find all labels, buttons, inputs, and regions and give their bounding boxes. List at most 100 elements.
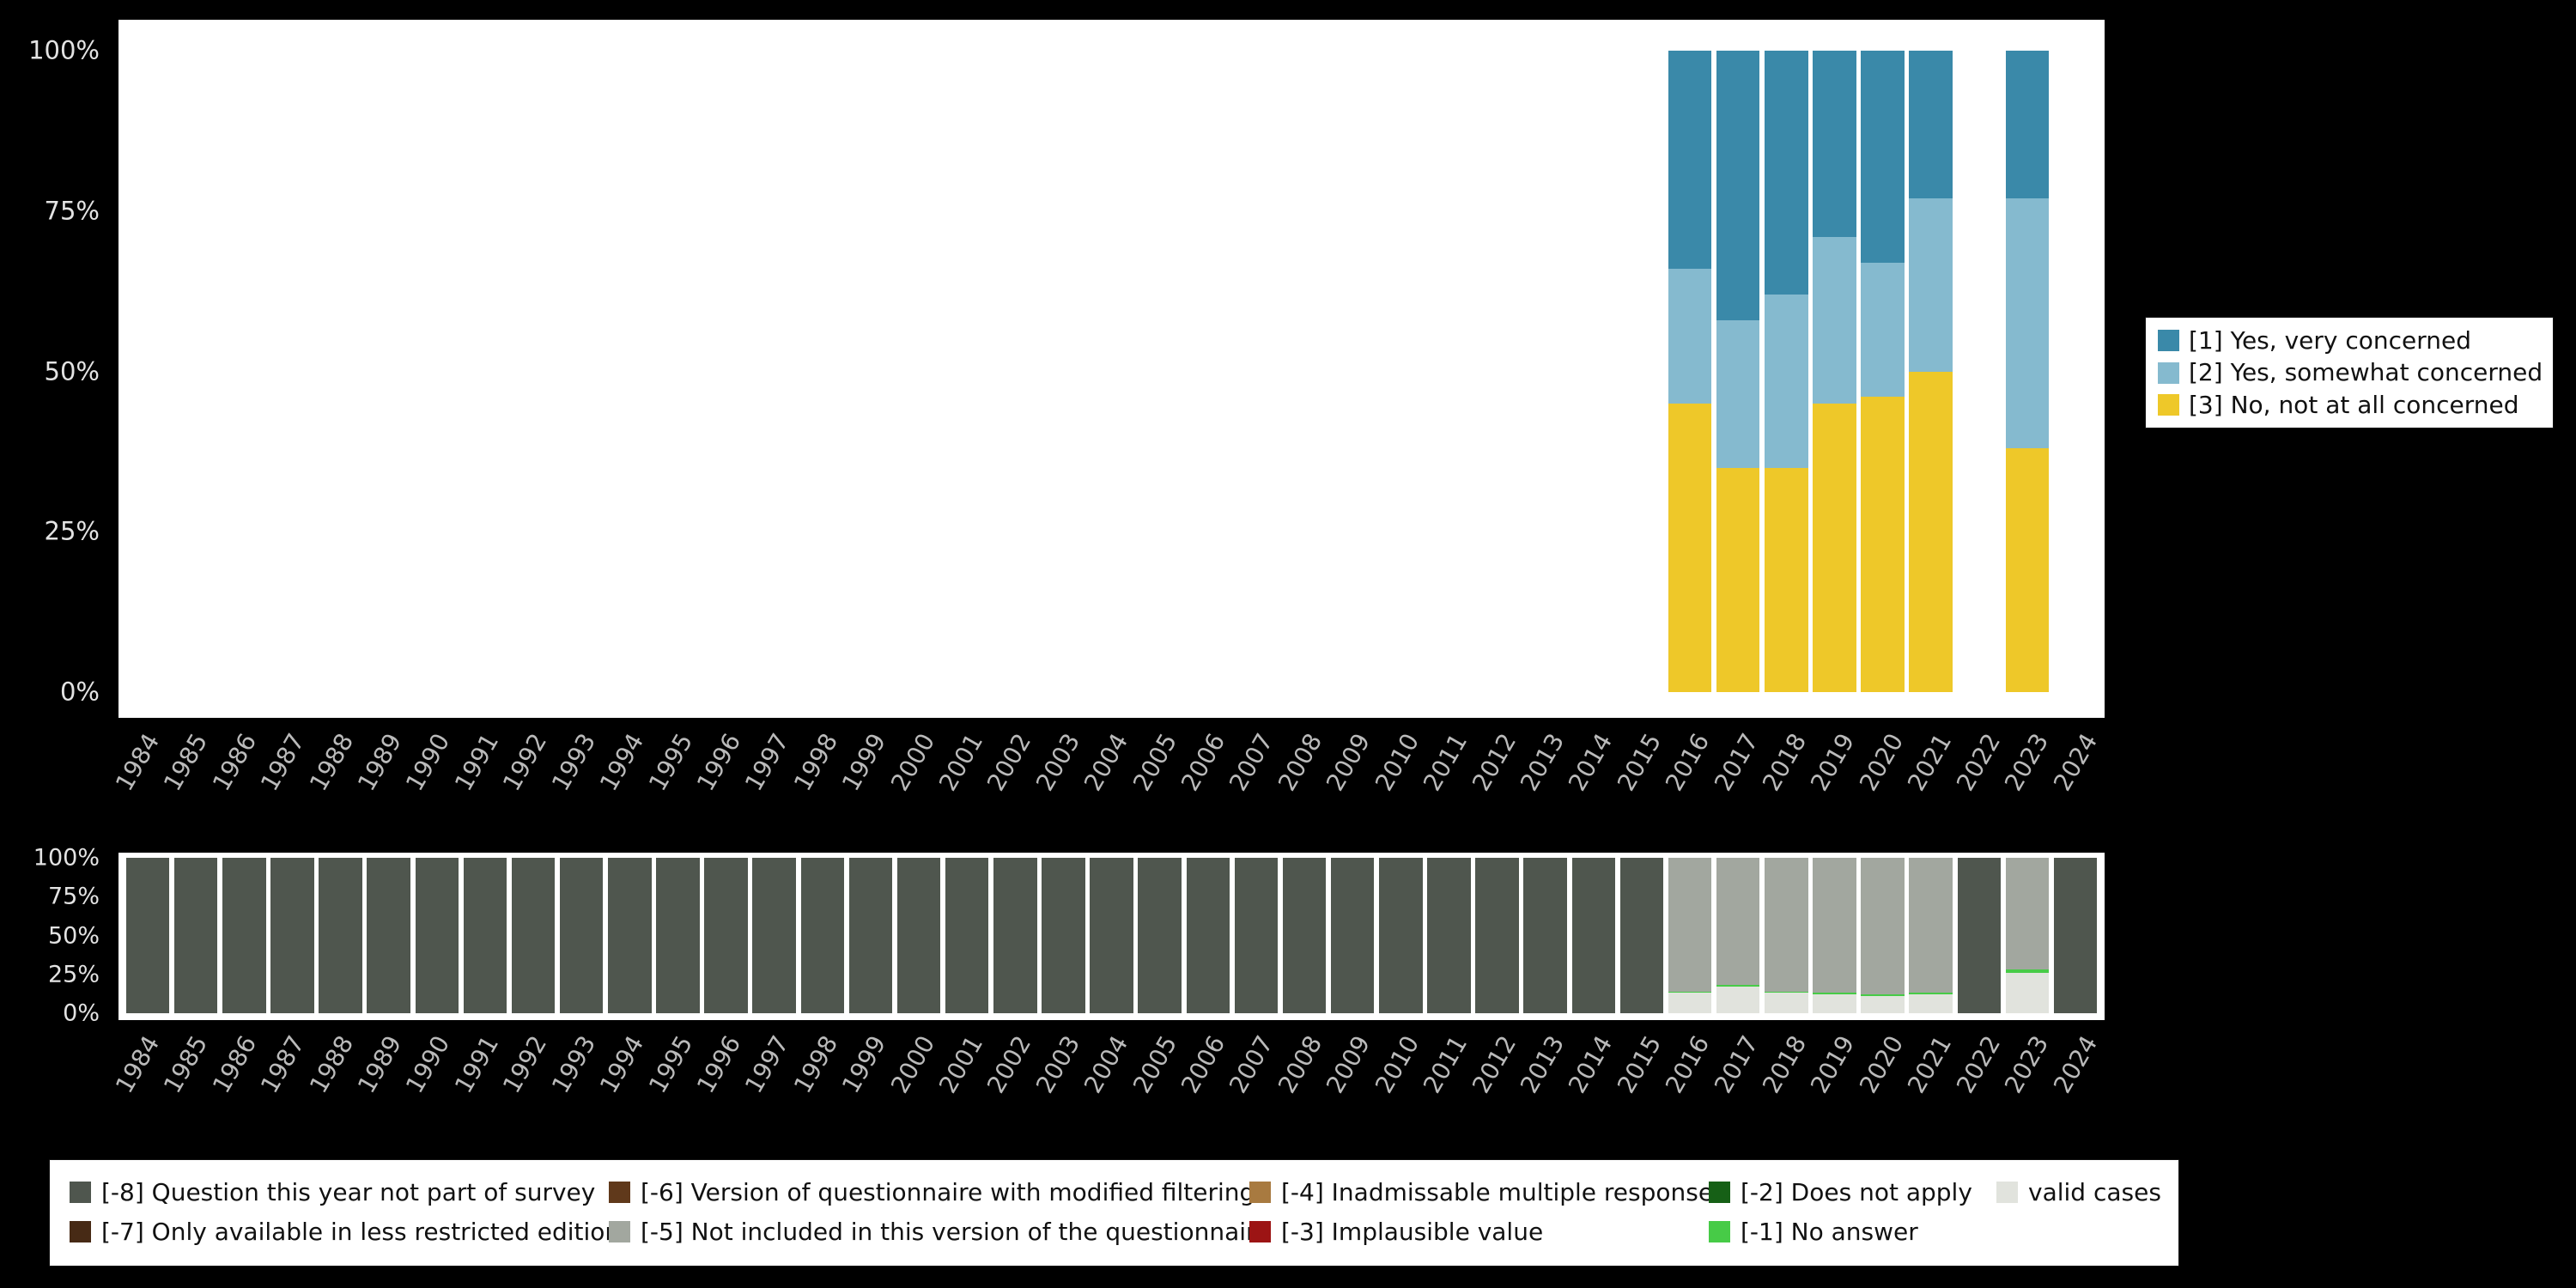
bar-slot-2011	[1425, 858, 1473, 1013]
bar-segment	[1765, 51, 1808, 295]
bar-slot-2012	[1473, 51, 1522, 692]
bar-slot-1994	[605, 858, 653, 1013]
stacked-bar-2017	[1716, 858, 1760, 1013]
bar-slot-2007	[1232, 51, 1280, 692]
bar-slot-2015	[1618, 858, 1666, 1013]
bar-slot-1986	[220, 51, 268, 692]
bar-slot-1989	[365, 51, 413, 692]
bar-slot-2010	[1376, 51, 1425, 692]
bar-slot-1999	[847, 51, 895, 692]
bar-slot-2007	[1232, 858, 1280, 1013]
x-tick-label: 2006	[1176, 1030, 1231, 1098]
x-tick-label: 2022	[1950, 1030, 2006, 1098]
x-tick-label: 1987	[255, 728, 311, 796]
stacked-bar-2010	[1379, 51, 1423, 692]
stacked-bar-1990	[415, 858, 459, 1013]
y-tick-label: 100%	[33, 844, 100, 872]
x-tick-label: 1988	[303, 1030, 359, 1098]
bar-slot-2010	[1376, 858, 1425, 1013]
bar-slot-1987	[268, 858, 316, 1013]
x-tick-label: 1997	[739, 728, 795, 796]
bar-segment	[608, 858, 652, 1013]
stacked-bar-2019	[1813, 858, 1856, 1013]
top-chart-bars	[124, 51, 2099, 692]
bar-slot-2005	[1136, 51, 1184, 692]
bar-slot-2013	[1522, 858, 1570, 1013]
bar-slot-2017	[1714, 858, 1762, 1013]
legend-item: [-6] Version of questionnaire with modif…	[609, 1179, 1255, 1205]
x-tick-label: 2003	[1030, 728, 1086, 796]
legend-swatch	[1249, 1221, 1271, 1243]
missing-values-legend: [-8] Question this year not part of surv…	[49, 1159, 2179, 1267]
bar-segment	[1668, 993, 1712, 1013]
bar-segment	[704, 858, 748, 1013]
legend-item: [-8] Question this year not part of surv…	[70, 1179, 609, 1205]
bar-slot-2014	[1570, 858, 1618, 1013]
x-tick-label: 2014	[1563, 728, 1619, 796]
x-tick-label: 2020	[1853, 728, 1910, 796]
bar-slot-1984	[124, 51, 172, 692]
bar-segment	[125, 858, 170, 1013]
x-tick-label: 2008	[1272, 728, 1328, 796]
legend-label: [-5] Not included in this version of the…	[641, 1217, 1271, 1246]
stacked-bar-1990	[416, 51, 459, 692]
bar-segment	[1379, 858, 1423, 1013]
stacked-bar-1997	[752, 858, 796, 1013]
legend-swatch	[2158, 330, 2179, 352]
stacked-bar-1999	[849, 51, 893, 692]
stacked-bar-1984	[125, 858, 170, 1013]
bar-segment	[2053, 858, 2098, 1013]
legend-label: [-7] Only available in less restricted e…	[101, 1217, 621, 1246]
stacked-bar-2012	[1475, 51, 1519, 692]
y-tick-label: 25%	[47, 961, 100, 988]
bar-segment	[1861, 51, 1905, 263]
bar-segment	[2005, 448, 2050, 692]
x-tick-label: 2024	[2047, 1030, 2103, 1098]
bar-segment	[896, 858, 941, 1013]
legend-item: [1] Yes, very concerned	[2158, 328, 2541, 353]
bar-slot-2009	[1328, 858, 1376, 1013]
stacked-bar-2023	[2005, 51, 2050, 692]
bar-slot-2001	[943, 858, 991, 1013]
stacked-bar-1985	[174, 51, 218, 692]
x-tick-label: 1985	[158, 1030, 214, 1098]
bar-slot-2021	[1907, 51, 1955, 692]
x-tick-label: 2002	[981, 728, 1037, 796]
stacked-bar-2020	[1861, 51, 1905, 692]
stacked-bar-2008	[1282, 858, 1327, 1013]
bar-slot-1990	[413, 858, 461, 1013]
stacked-bar-1992	[512, 51, 556, 692]
x-tick-label: 2014	[1563, 1030, 1619, 1098]
bar-slot-2009	[1328, 51, 1376, 692]
stacked-bar-2009	[1331, 51, 1375, 692]
bar-segment	[1716, 858, 1760, 986]
x-tick-label: 2009	[1321, 1030, 1376, 1098]
bar-segment	[1909, 993, 1953, 995]
legend-label: [1] Yes, very concerned	[2189, 326, 2471, 355]
bar-segment	[1765, 858, 1808, 992]
x-tick-label: 2008	[1272, 1030, 1328, 1098]
stacked-bar-1998	[800, 858, 845, 1013]
x-tick-label: 2019	[1805, 1030, 1861, 1098]
bar-segment	[1765, 294, 1808, 468]
bar-segment	[1668, 269, 1712, 404]
bar-segment	[1090, 858, 1133, 1013]
x-tick-label: 2016	[1660, 1030, 1716, 1098]
stacked-bar-2002	[993, 51, 1037, 692]
x-tick-label: 2015	[1611, 728, 1668, 796]
x-tick-label: 2000	[884, 728, 940, 796]
stacked-bar-2016	[1668, 51, 1712, 692]
x-tick-label: 2007	[1224, 728, 1279, 796]
stacked-bar-2021	[1909, 858, 1953, 1013]
x-tick-label: 2023	[1999, 728, 2055, 796]
bar-segment	[1716, 319, 1760, 468]
legend-label: [-6] Version of questionnaire with modif…	[641, 1177, 1255, 1206]
stacked-bar-2002	[993, 858, 1037, 1013]
bar-slot-1987	[268, 51, 316, 692]
legend-item: [-5] Not included in this version of the…	[609, 1218, 1270, 1244]
stacked-bar-2005	[1138, 858, 1182, 1013]
top-chart-y-ticks: 0% 25% 50% 75% 100%	[0, 38, 100, 704]
bar-segment	[1234, 858, 1279, 1013]
x-tick-label: 2015	[1611, 1030, 1668, 1098]
